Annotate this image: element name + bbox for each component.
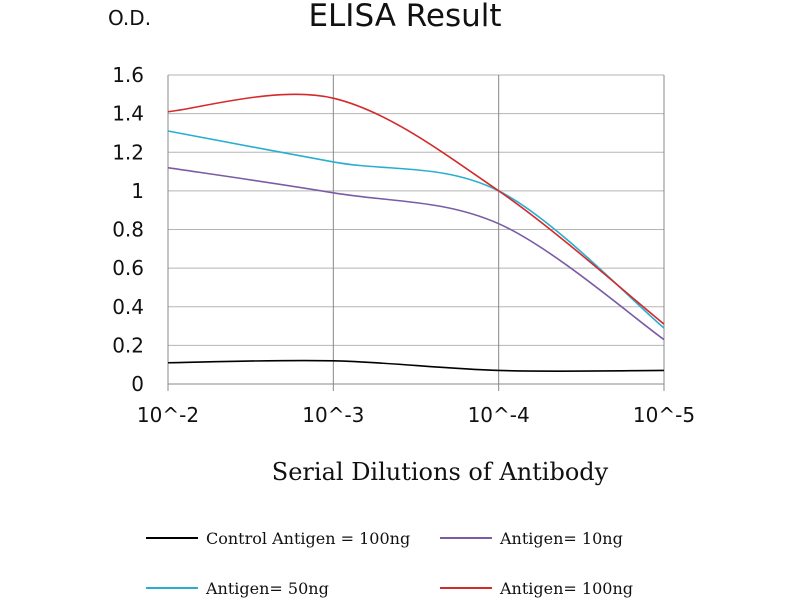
series-line-antigen-10ng xyxy=(167,166,665,341)
x-axis-label: Serial Dilutions of Antibody xyxy=(271,458,609,486)
legend-swatch xyxy=(146,587,198,589)
legend-label: Antigen= 100ng xyxy=(500,578,633,598)
legend-swatch xyxy=(146,537,198,539)
legend-swatch xyxy=(440,587,492,589)
y-tick-label: 0.6 xyxy=(112,256,144,280)
legend-label: Control Antigen = 100ng xyxy=(206,528,411,548)
series-line-control-antigen-100ng xyxy=(167,359,665,372)
y-tick-label: 0.8 xyxy=(112,218,144,242)
x-tick-label: 10^-5 xyxy=(633,403,695,427)
series-line-antigen-100ng xyxy=(167,93,665,325)
y-tick-label: 0.4 xyxy=(112,295,144,319)
legend-item-antigen-100ng: Antigen= 100ng xyxy=(440,578,633,598)
series-line-antigen-50ng xyxy=(167,130,665,329)
legend-label: Antigen= 10ng xyxy=(500,528,623,548)
legend-item-antigen-50ng: Antigen= 50ng xyxy=(146,578,329,598)
y-tick-label: 1.2 xyxy=(112,140,144,164)
y-tick-label: 0 xyxy=(131,372,144,396)
legend-item-antigen-10ng: Antigen= 10ng xyxy=(440,528,623,548)
x-tick-label: 10^-3 xyxy=(302,403,364,427)
x-tick-label: 10^-2 xyxy=(137,403,199,427)
chart-title: ELISA Result xyxy=(308,0,502,34)
y-tick-label: 0.2 xyxy=(112,333,144,357)
y-axis-label: O.D. xyxy=(108,6,152,30)
y-tick-label: 1 xyxy=(131,179,144,203)
legend-swatch xyxy=(440,537,492,539)
legend-label: Antigen= 50ng xyxy=(206,578,329,598)
legend-item-control-antigen: Control Antigen = 100ng xyxy=(146,528,410,548)
y-tick-label: 1.6 xyxy=(112,63,144,87)
elisa-line-chart: 0 0.2 0.4 0.6 0.8 1 1.2 1.4 1.6 10^-2 10^-3 10^-4 10… xyxy=(112,63,695,427)
y-tick-label: 1.4 xyxy=(112,102,144,126)
x-tick-label: 10^-4 xyxy=(468,403,530,427)
